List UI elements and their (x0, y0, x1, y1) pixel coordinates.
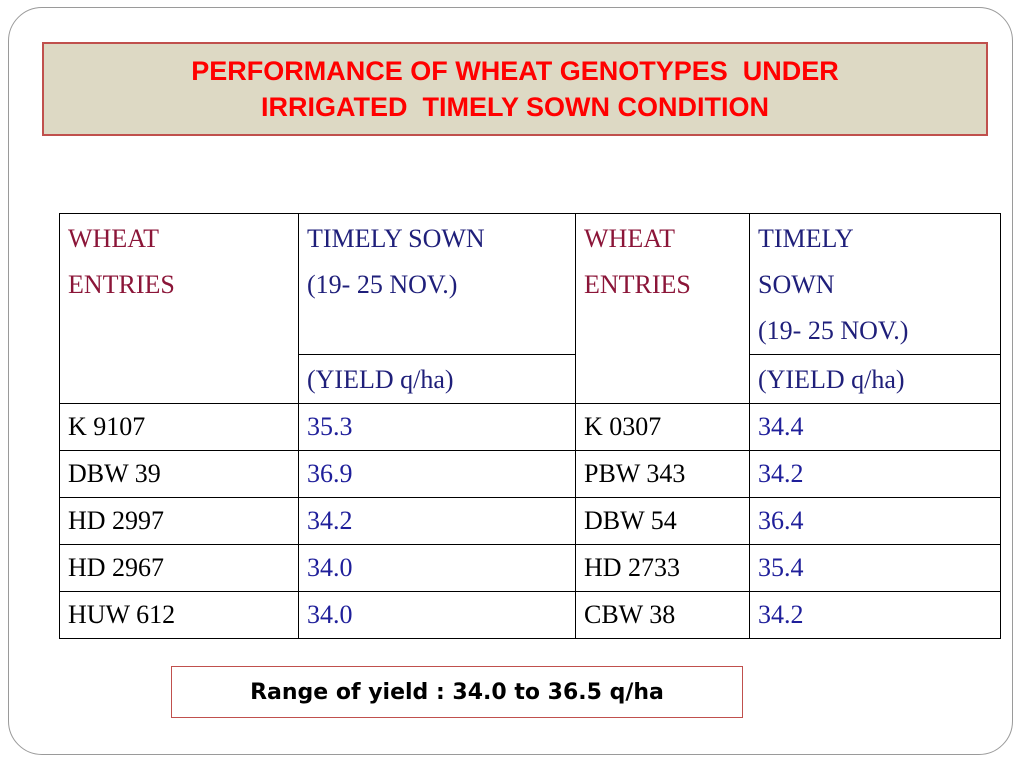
entry-cell: K 9107 (59, 403, 299, 451)
yield-cell: 34.0 (298, 544, 576, 592)
header-text: TIMELY (758, 224, 854, 253)
entry-cell: DBW 54 (575, 497, 750, 545)
entry-cell: PBW 343 (575, 450, 750, 498)
header-text: TIMELY SOWN (307, 224, 485, 253)
yield-cell: 34.2 (298, 497, 576, 545)
yield-cell: 35.4 (749, 544, 1001, 592)
entry-cell: HD 2997 (59, 497, 299, 545)
slide-title: PERFORMANCE OF WHEAT GENOTYPES UNDER IRR… (42, 42, 988, 136)
header-text: SOWN (758, 270, 835, 299)
table-row: HUW 612 34.0 CBW 38 34.2 (59, 591, 1001, 639)
title-line-2: IRRIGATED TIMELY SOWN CONDITION (260, 92, 770, 122)
header-text: WHEAT (584, 224, 675, 253)
header-wheat-entries-b: WHEAT ENTRIES (575, 213, 750, 404)
header-timely-sown-b: TIMELY SOWN (19- 25 NOV.) (749, 213, 1001, 355)
entry-cell: DBW 39 (59, 450, 299, 498)
table-header-row: WHEAT ENTRIES TIMELY SOWN (19- 25 NOV.) … (59, 213, 1001, 404)
entry-cell: HUW 612 (59, 591, 299, 639)
table-row: DBW 39 36.9 PBW 343 34.2 (59, 450, 1001, 498)
yield-cell: 36.4 (749, 497, 1001, 545)
table-row: K 9107 35.3 K 0307 34.4 (59, 403, 1001, 451)
header-text: (19- 25 NOV.) (307, 270, 458, 299)
header-yield-unit-a: (YIELD q/ha) (298, 354, 576, 404)
header-timely-sown-a: TIMELY SOWN (19- 25 NOV.) (298, 213, 576, 355)
header-text: WHEAT (68, 224, 159, 253)
entry-cell: K 0307 (575, 403, 750, 451)
yield-cell: 34.0 (298, 591, 576, 639)
yield-cell: 36.9 (298, 450, 576, 498)
yield-cell: 34.2 (749, 450, 1001, 498)
yield-cell: 34.4 (749, 403, 1001, 451)
header-text: (19- 25 NOV.) (758, 316, 909, 345)
yield-range-note: Range of yield : 34.0 to 36.5 q/ha (171, 666, 743, 718)
table-row: HD 2997 34.2 DBW 54 36.4 (59, 497, 1001, 545)
header-yield-unit-b: (YIELD q/ha) (749, 354, 1001, 404)
yield-table: WHEAT ENTRIES TIMELY SOWN (19- 25 NOV.) … (59, 213, 1001, 639)
yield-cell: 34.2 (749, 591, 1001, 639)
entry-cell: HD 2967 (59, 544, 299, 592)
table-row: HD 2967 34.0 HD 2733 35.4 (59, 544, 1001, 592)
yield-cell: 35.3 (298, 403, 576, 451)
entry-cell: HD 2733 (575, 544, 750, 592)
header-text: ENTRIES (584, 270, 691, 299)
entry-cell: CBW 38 (575, 591, 750, 639)
header-text: ENTRIES (68, 270, 175, 299)
title-line-1: PERFORMANCE OF WHEAT GENOTYPES UNDER (191, 56, 839, 86)
header-wheat-entries-a: WHEAT ENTRIES (59, 213, 299, 404)
